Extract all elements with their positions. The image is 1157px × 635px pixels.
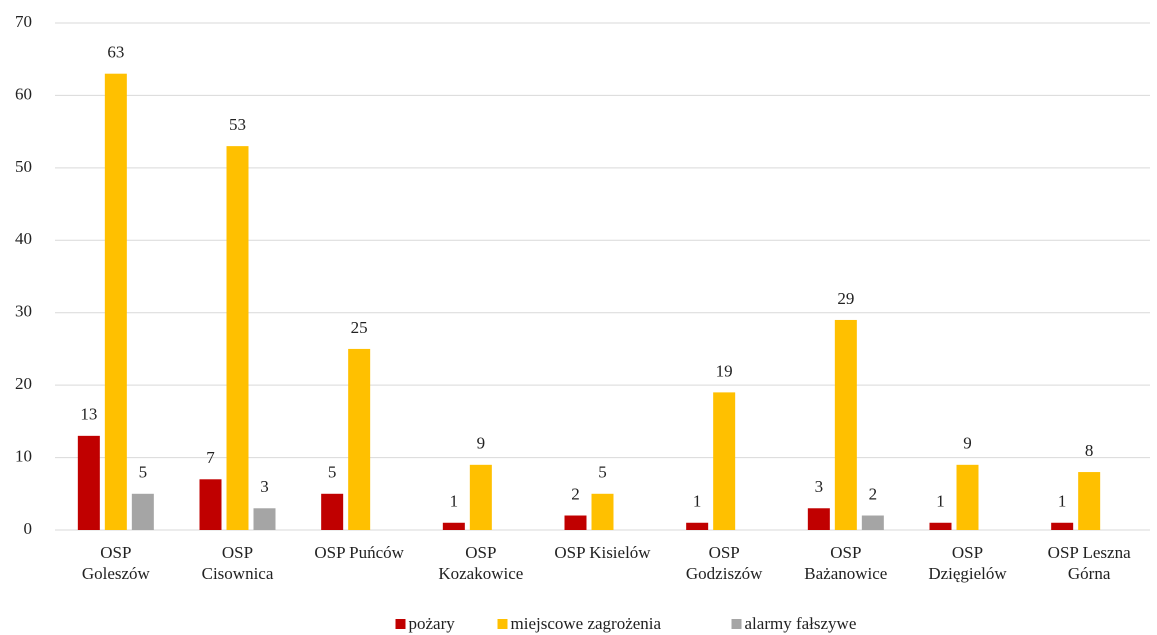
bar xyxy=(956,464,979,530)
y-tick-label: 10 xyxy=(15,446,32,465)
bar xyxy=(131,493,154,530)
legend-swatch xyxy=(395,619,406,629)
value-label: 1 xyxy=(450,492,459,511)
x-tick-label: OSP Bażanowice xyxy=(804,543,888,583)
value-label: 53 xyxy=(229,115,246,134)
value-label: 2 xyxy=(571,484,580,503)
legend-swatch xyxy=(731,619,742,629)
value-label: 13 xyxy=(80,405,97,424)
value-label: 9 xyxy=(963,434,972,453)
value-label: 1 xyxy=(693,492,702,511)
value-label: 1 xyxy=(936,492,945,511)
bar xyxy=(1051,522,1074,530)
bar xyxy=(591,493,614,530)
bar xyxy=(686,522,709,530)
value-label: 1 xyxy=(1058,492,1067,511)
y-tick-label: 30 xyxy=(15,302,32,321)
value-label: 3 xyxy=(260,477,269,496)
y-tick-label: 70 xyxy=(15,12,32,31)
y-tick-label: 50 xyxy=(15,157,32,176)
value-label: 19 xyxy=(716,361,733,380)
x-tick-label: OSP Kozakowice xyxy=(438,543,524,583)
legend-label: alarmy fałszywe xyxy=(745,614,857,633)
value-label: 5 xyxy=(328,463,337,482)
bar xyxy=(469,464,492,530)
bar xyxy=(807,508,830,530)
x-tick-label: OSP Leszna Górna xyxy=(1047,543,1131,583)
x-tick-label: OSP Dzięgielów xyxy=(928,543,1007,583)
bar xyxy=(199,479,222,530)
x-tick-label: OSP Puńców xyxy=(314,543,404,562)
y-tick-label: 0 xyxy=(24,519,33,538)
legend-swatch xyxy=(497,619,508,629)
bar xyxy=(348,348,371,530)
bar xyxy=(104,73,127,530)
x-tick-label: OSP Kisielów xyxy=(554,543,651,562)
value-label: 5 xyxy=(139,463,148,482)
value-label: 7 xyxy=(206,448,215,467)
value-label: 9 xyxy=(477,434,486,453)
bar xyxy=(77,435,100,530)
value-label: 2 xyxy=(869,484,878,503)
x-tick-label: OSP Cisownica xyxy=(201,543,274,583)
y-tick-label: 20 xyxy=(15,374,32,393)
legend-label: pożary xyxy=(409,614,456,633)
legend-label: miejscowe zagrożenia xyxy=(511,614,662,633)
bar xyxy=(442,522,465,530)
bar xyxy=(253,508,276,530)
value-label: 29 xyxy=(837,289,854,308)
value-label: 3 xyxy=(815,477,824,496)
y-tick-label: 40 xyxy=(15,229,32,248)
bar xyxy=(929,522,952,530)
x-tick-label: OSP Godziszów xyxy=(685,543,763,583)
bar xyxy=(564,515,587,530)
value-label: 63 xyxy=(107,43,124,62)
bar xyxy=(834,319,857,530)
bar xyxy=(226,146,249,530)
bar xyxy=(1078,472,1101,530)
x-tick-label: OSP Goleszów xyxy=(81,543,150,583)
bar xyxy=(321,493,344,530)
y-tick-label: 60 xyxy=(15,84,32,103)
value-label: 25 xyxy=(351,318,368,337)
bar xyxy=(713,392,736,530)
bar xyxy=(861,515,884,530)
value-label: 8 xyxy=(1085,441,1094,460)
value-label: 5 xyxy=(598,463,607,482)
